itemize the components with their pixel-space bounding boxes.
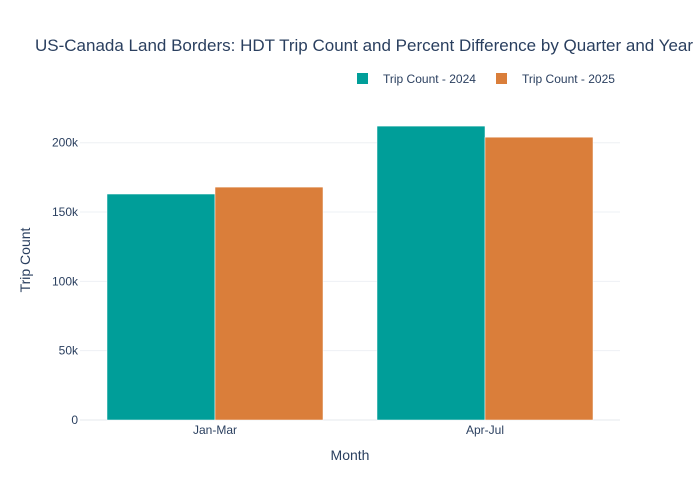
legend-label: Trip Count - 2024 (383, 72, 476, 86)
y-tick-label: 100k (52, 274, 79, 288)
y-tick-label: 50k (59, 344, 79, 358)
y-tick-label: 150k (52, 205, 79, 219)
y-axis-ticks: 0 50k 100k 150k 200k (52, 136, 79, 427)
bar-trip-count-2024-apr-jul[interactable] (376, 125, 486, 421)
legend-label: Trip Count - 2025 (522, 72, 615, 86)
x-tick-label: Jan-Mar (193, 423, 237, 437)
bar-trip-count-2025-jan-mar[interactable] (214, 186, 324, 421)
bars (106, 125, 594, 421)
legend-item[interactable]: Trip Count - 2025 (496, 72, 615, 86)
x-axis-title: Month (331, 447, 370, 463)
legend[interactable]: Trip Count - 2024 Trip Count - 2025 (357, 72, 615, 86)
bar-trip-count-2024-jan-mar[interactable] (106, 193, 216, 421)
chart-title: US-Canada Land Borders: HDT Trip Count a… (35, 36, 693, 55)
y-tick-label: 0 (71, 413, 78, 427)
legend-item[interactable]: Trip Count - 2024 (357, 72, 476, 86)
bar-trip-count-2025-apr-jul[interactable] (484, 136, 594, 421)
x-axis-ticks: Jan-Mar Apr-Jul (193, 423, 504, 437)
x-tick-label: Apr-Jul (466, 423, 504, 437)
y-axis-title: Trip Count (17, 227, 33, 292)
legend-swatch (357, 73, 368, 84)
legend-swatch (496, 73, 507, 84)
y-tick-label: 200k (52, 136, 79, 150)
